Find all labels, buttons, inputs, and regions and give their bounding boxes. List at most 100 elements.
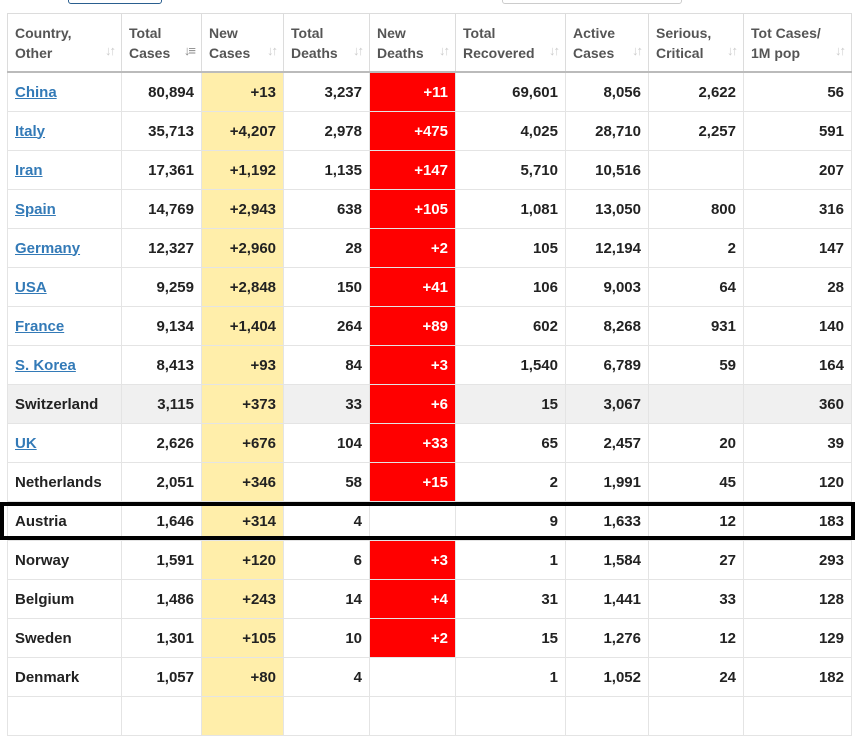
cell-total-recovered: 2 xyxy=(455,462,566,502)
cell-total-cases: 3,115 xyxy=(121,384,202,424)
sort-icon[interactable]: ↓↑ xyxy=(353,43,364,58)
header-label-line2: Critical xyxy=(656,44,704,61)
search-box[interactable] xyxy=(502,0,682,4)
cell-total-deaths: 28 xyxy=(283,228,370,268)
column-header-new-deaths[interactable]: New Deaths ↓↑ xyxy=(369,13,456,73)
cell-serious-critical: 12 xyxy=(648,501,744,541)
cell-country[interactable]: UK xyxy=(7,423,122,463)
cell-total-recovered xyxy=(455,696,566,736)
header-label-line1: Tot Cases/ xyxy=(751,24,821,41)
cell-total-recovered: 106 xyxy=(455,267,566,307)
sort-icon[interactable]: ↓≡ xyxy=(183,43,196,58)
cell-new-deaths: +33 xyxy=(369,423,456,463)
cell-serious-critical: 20 xyxy=(648,423,744,463)
sort-icon[interactable]: ↓↑ xyxy=(105,43,116,58)
column-header-cases-per-million[interactable]: Tot Cases/1M pop ↓↑ xyxy=(743,13,852,73)
column-header-total-cases[interactable]: Total Cases ↓≡ xyxy=(121,13,202,73)
cell-new-cases: +373 xyxy=(201,384,284,424)
cell-country[interactable]: Spain xyxy=(7,189,122,229)
sort-icon[interactable]: ↓↑ xyxy=(727,43,738,58)
cell-new-deaths: +89 xyxy=(369,306,456,346)
sort-icon[interactable]: ↓↑ xyxy=(267,43,278,58)
table-row: Germany 12,327 +2,960 28 +2 105 12,194 2 147 xyxy=(7,228,852,268)
table-row: Denmark 1,057 +80 4 1 1,052 24 182 xyxy=(7,657,852,697)
country-link[interactable]: USA xyxy=(15,278,47,296)
country-link[interactable]: Spain xyxy=(15,200,56,218)
header-label-line1: Active xyxy=(573,24,616,41)
cell-serious-critical: 800 xyxy=(648,189,744,229)
column-header-active-cases[interactable]: Active Cases ↓↑ xyxy=(565,13,649,73)
country-link[interactable]: Germany xyxy=(15,239,81,257)
cell-new-cases: +120 xyxy=(201,540,284,580)
header-label-line2: Recovered xyxy=(463,44,535,61)
cell-new-deaths: +11 xyxy=(369,71,456,112)
country-link[interactable]: France xyxy=(15,317,65,335)
country-link[interactable]: Italy xyxy=(15,122,46,140)
cell-country[interactable]: Iran xyxy=(7,150,122,190)
cell-total-cases: 2,626 xyxy=(121,423,202,463)
cell-country[interactable]: China xyxy=(7,71,122,112)
cell-new-deaths: +475 xyxy=(369,111,456,151)
cell-country[interactable]: Italy xyxy=(7,111,122,151)
header-label-line1: Total xyxy=(291,24,324,41)
country-name: Austria xyxy=(15,512,67,530)
cell-country[interactable]: Germany xyxy=(7,228,122,268)
country-name: Netherlands xyxy=(15,473,102,491)
cell-cases-per-million xyxy=(743,696,852,736)
cell-active-cases: 1,441 xyxy=(565,579,649,619)
cell-new-cases: +2,943 xyxy=(201,189,284,229)
cell-total-recovered: 1 xyxy=(455,540,566,580)
cell-cases-per-million: 28 xyxy=(743,267,852,307)
cell-total-deaths: 1,135 xyxy=(283,150,370,190)
cell-total-deaths: 33 xyxy=(283,384,370,424)
cell-new-cases: +676 xyxy=(201,423,284,463)
sort-icon[interactable]: ↓↑ xyxy=(549,43,560,58)
sort-icon[interactable]: ↓↑ xyxy=(439,43,450,58)
cell-total-cases: 8,413 xyxy=(121,345,202,385)
cell-cases-per-million: 56 xyxy=(743,71,852,112)
cell-new-cases: +243 xyxy=(201,579,284,619)
cell-total-recovered: 65 xyxy=(455,423,566,463)
cell-country: Norway xyxy=(7,540,122,580)
country-link[interactable]: Iran xyxy=(15,161,43,179)
table-row: S. Korea 8,413 +93 84 +3 1,540 6,789 59 164 xyxy=(7,345,852,385)
cell-total-recovered: 15 xyxy=(455,618,566,658)
cell-country[interactable]: France xyxy=(7,306,122,346)
country-link[interactable]: China xyxy=(15,83,57,101)
header-label-line1: New xyxy=(209,24,238,41)
column-header-new-cases[interactable]: New Cases ↓↑ xyxy=(201,13,284,73)
country-link[interactable]: UK xyxy=(15,434,37,452)
cell-new-cases: +314 xyxy=(201,501,284,541)
table-row: UK 2,626 +676 104 +33 65 2,457 20 39 xyxy=(7,423,852,463)
cell-total-recovered: 15 xyxy=(455,384,566,424)
cell-serious-critical: 59 xyxy=(648,345,744,385)
cell-active-cases: 28,710 xyxy=(565,111,649,151)
top-button[interactable] xyxy=(68,0,162,4)
cell-total-deaths: 2,978 xyxy=(283,111,370,151)
table-row: Belgium 1,486 +243 14 +4 31 1,441 33 128 xyxy=(7,579,852,619)
cell-country[interactable]: S. Korea xyxy=(7,345,122,385)
column-header-serious-critical[interactable]: Serious, Critical ↓↑ xyxy=(648,13,744,73)
cell-total-recovered: 602 xyxy=(455,306,566,346)
cell-total-cases: 9,134 xyxy=(121,306,202,346)
header-label-line2: Cases xyxy=(573,44,615,61)
sort-icon[interactable]: ↓↑ xyxy=(835,43,846,58)
cell-total-deaths: 264 xyxy=(283,306,370,346)
sort-icon[interactable]: ↓↑ xyxy=(632,43,643,58)
cell-cases-per-million: 164 xyxy=(743,345,852,385)
cell-total-deaths: 150 xyxy=(283,267,370,307)
column-header-total-recovered[interactable]: Total Recovered ↓↑ xyxy=(455,13,566,73)
header-label-line2: Cases xyxy=(129,44,171,61)
cell-active-cases: 8,268 xyxy=(565,306,649,346)
cell-total-cases: 9,259 xyxy=(121,267,202,307)
column-header-country[interactable]: Country, Other ↓↑ xyxy=(7,13,122,73)
cell-active-cases: 6,789 xyxy=(565,345,649,385)
column-header-total-deaths[interactable]: Total Deaths ↓↑ xyxy=(283,13,370,73)
cell-new-deaths: +6 xyxy=(369,384,456,424)
country-link[interactable]: S. Korea xyxy=(15,356,76,374)
cell-total-cases: 1,301 xyxy=(121,618,202,658)
cell-country[interactable]: USA xyxy=(7,267,122,307)
header-label-line2: Other xyxy=(15,44,53,61)
cell-total-cases: 80,894 xyxy=(121,71,202,112)
cell-active-cases: 1,633 xyxy=(565,501,649,541)
